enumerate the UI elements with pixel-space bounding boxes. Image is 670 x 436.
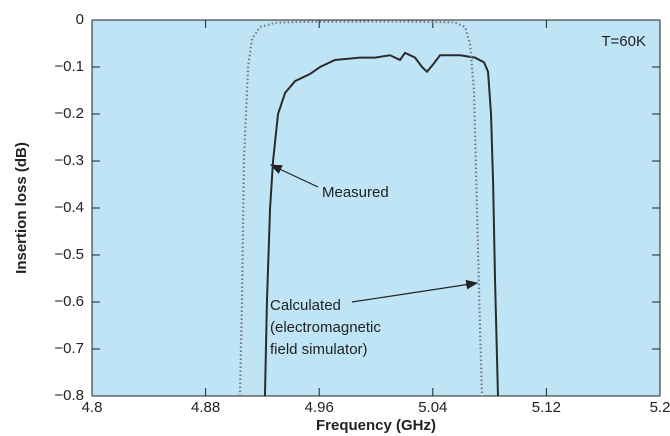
y-tick-label: −0.5 <box>54 246 84 263</box>
y-axis-label: Insertion loss (dB) <box>13 142 30 274</box>
x-tick-label: 4.88 <box>191 399 220 416</box>
x-tick-label: 5.04 <box>418 399 447 416</box>
y-tick-label: −0.7 <box>54 340 84 357</box>
y-tick-label: −0.1 <box>54 58 84 75</box>
x-tick-label: 4.8 <box>82 399 103 416</box>
annotation: Calculated <box>270 297 341 314</box>
y-tick-label: −0.8 <box>54 387 84 404</box>
arrow <box>269 164 319 188</box>
x-tick-label: 5.2 <box>650 399 670 416</box>
y-tick-label: −0.3 <box>54 152 84 169</box>
y-tick-label: −0.4 <box>54 199 84 216</box>
x-tick-label: 4.96 <box>305 399 334 416</box>
y-tick-label: −0.6 <box>54 293 84 310</box>
plot-area <box>91 19 661 397</box>
annotation: T=60K <box>601 33 646 50</box>
series-line <box>263 51 499 397</box>
x-tick-label: 5.12 <box>532 399 561 416</box>
annotation: (electromagnetic <box>270 319 381 336</box>
y-tick-label: 0 <box>76 11 84 28</box>
y-tick-label: −0.2 <box>54 105 84 122</box>
annotation: field simulator) <box>270 341 368 358</box>
annotation: Measured <box>322 184 389 201</box>
x-axis-label: Frequency (GHz) <box>316 417 436 434</box>
arrow <box>351 279 479 303</box>
